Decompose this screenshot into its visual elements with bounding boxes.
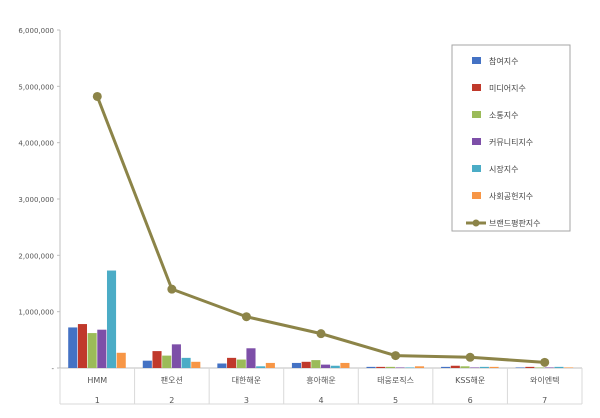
- bar-참여지수: [291, 362, 302, 368]
- x-category-number: 2: [169, 396, 174, 405]
- point-브랜드평판지수: [92, 91, 102, 101]
- point-브랜드평판지수: [540, 357, 550, 367]
- bar-커뮤니티지수: [470, 367, 480, 368]
- bar-커뮤니티지수: [544, 367, 554, 368]
- bar-참여지수: [441, 366, 451, 368]
- y-tick-label: -: [51, 365, 54, 373]
- bar-사회공헌지수: [191, 361, 201, 368]
- bar-시장지수: [330, 365, 340, 368]
- x-category-label: 와이엔텍: [530, 375, 559, 385]
- bar-참여지수: [366, 366, 376, 368]
- bar-사회공헌지수: [265, 362, 275, 368]
- y-tick-label: 1,000,000: [18, 309, 54, 317]
- bar-커뮤니티지수: [246, 348, 256, 368]
- bar-참여지수: [217, 363, 227, 368]
- y-tick-label: 4,000,000: [18, 140, 54, 148]
- x-category-number: 3: [244, 396, 249, 405]
- bar-미디어지수: [227, 357, 237, 368]
- bar-커뮤니티지수: [321, 364, 331, 368]
- bar-미디어지수: [77, 324, 87, 368]
- line-series-group: [92, 91, 550, 367]
- bar-series-group: [68, 270, 574, 368]
- bar-커뮤니티지수: [171, 344, 181, 368]
- bar-소통지수: [535, 367, 545, 368]
- legend-swatch-marker: [472, 219, 480, 227]
- bar-시장지수: [256, 366, 266, 368]
- bar-참여지수: [515, 367, 525, 368]
- bar-미디어지수: [301, 361, 311, 368]
- bar-커뮤니티지수: [97, 329, 107, 368]
- legend-label: 브랜드평판지수: [489, 218, 541, 228]
- legend-swatch: [472, 192, 481, 199]
- x-category-label: 태웅로직스: [377, 375, 414, 385]
- bar-미디어지수: [152, 351, 162, 368]
- bar-사회공헌지수: [489, 366, 499, 368]
- legend-swatch: [472, 57, 481, 64]
- legend-swatch: [472, 84, 481, 91]
- legend-label: 시장지수: [489, 164, 518, 174]
- point-브랜드평판지수: [465, 352, 475, 362]
- point-브랜드평판지수: [391, 351, 401, 361]
- legend-label: 미디어지수: [489, 83, 526, 93]
- bar-미디어지수: [376, 366, 386, 368]
- x-category-label: 흥아해운: [306, 375, 335, 385]
- y-tick-label: 2,000,000: [18, 252, 54, 260]
- bar-시장지수: [106, 270, 117, 368]
- bar-참여지수: [68, 327, 78, 368]
- point-브랜드평판지수: [167, 284, 177, 294]
- bar-시장지수: [554, 366, 564, 368]
- x-category-number: 4: [318, 396, 323, 405]
- bar-소통지수: [162, 355, 172, 368]
- y-tick-label: 6,000,000: [18, 27, 54, 35]
- legend-box: [451, 44, 571, 232]
- y-tick-label: 5,000,000: [18, 83, 54, 91]
- x-category-label: 팬오션: [161, 375, 183, 385]
- bar-소통지수: [460, 366, 470, 368]
- x-category-number: 6: [468, 396, 473, 405]
- point-브랜드평판지수: [316, 329, 326, 339]
- bar-미디어지수: [450, 365, 460, 368]
- bar-사회공헌지수: [414, 366, 425, 368]
- legend-label: 사회공헌지수: [489, 192, 533, 201]
- bar-사회공헌지수: [116, 352, 126, 368]
- bar-소통지수: [87, 333, 97, 368]
- x-category-label: HMM: [87, 376, 107, 385]
- legend-label: 소통지수: [489, 111, 518, 120]
- bar-소통지수: [236, 359, 246, 368]
- x-category-label: KSS해운: [455, 375, 485, 385]
- legend-label: 참여지수: [489, 56, 518, 66]
- bar-사회공헌지수: [564, 367, 574, 368]
- bar-사회공헌지수: [340, 362, 350, 368]
- bar-미디어지수: [525, 366, 535, 368]
- bar-시장지수: [405, 367, 415, 368]
- bar-소통지수: [311, 360, 321, 368]
- bar-시장지수: [479, 366, 489, 368]
- legend-label: 커뮤니티지수: [489, 137, 533, 147]
- point-브랜드평판지수: [241, 312, 251, 322]
- bar-시장지수: [181, 357, 191, 368]
- bar-참여지수: [142, 360, 152, 368]
- legend-swatch: [472, 165, 481, 172]
- x-category-number: 5: [393, 396, 398, 405]
- legend-swatch: [472, 111, 481, 118]
- legend-swatch: [472, 138, 481, 145]
- x-category-number: 1: [95, 396, 100, 405]
- bar-커뮤니티지수: [395, 367, 405, 368]
- x-category-number: 7: [542, 396, 547, 405]
- x-category-label: 대한해운: [232, 375, 261, 385]
- y-tick-label: 3,000,000: [18, 196, 54, 204]
- bar-소통지수: [385, 366, 395, 368]
